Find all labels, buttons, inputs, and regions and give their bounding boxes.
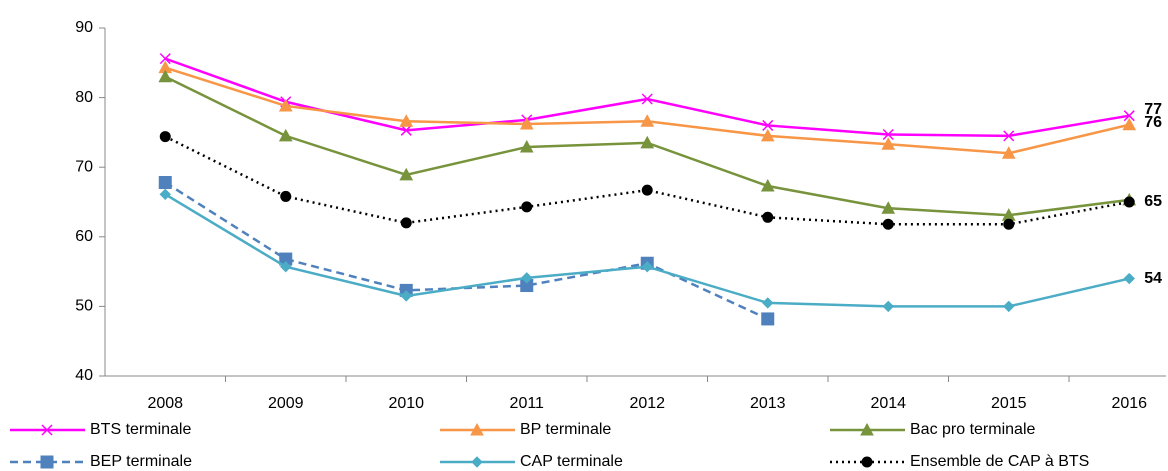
x-tick-label: 2013 xyxy=(750,395,786,412)
y-tick-label: 50 xyxy=(75,298,93,315)
data-point xyxy=(760,178,775,192)
legend-marker xyxy=(860,422,874,436)
data-point xyxy=(882,218,894,230)
data-point xyxy=(640,114,655,127)
data-point xyxy=(641,184,653,196)
data-point xyxy=(640,135,655,149)
data-label: 54 xyxy=(1144,270,1162,287)
data-point xyxy=(641,93,653,105)
data-point xyxy=(762,211,774,223)
legend-label: CAP terminale xyxy=(520,453,623,470)
x-tick-label: 2012 xyxy=(629,395,665,412)
data-point xyxy=(1003,218,1015,230)
series-line xyxy=(164,135,1130,226)
legend-marker xyxy=(40,455,54,469)
data-point xyxy=(761,312,775,326)
data-point xyxy=(278,98,293,112)
y-tick-label: 70 xyxy=(75,158,93,175)
data-point xyxy=(760,128,775,142)
data-point xyxy=(762,119,774,131)
data-point xyxy=(158,69,173,83)
data-point xyxy=(1003,130,1015,142)
legend-marker xyxy=(41,424,53,436)
data-point xyxy=(881,201,896,214)
data-point xyxy=(762,297,774,309)
x-tick-label: 2010 xyxy=(388,395,424,412)
data-point xyxy=(519,139,534,153)
x-tick-label: 2015 xyxy=(991,395,1027,412)
x-tick-label: 2008 xyxy=(147,395,183,412)
data-point xyxy=(1123,196,1135,208)
legend-marker xyxy=(861,456,873,468)
data-point xyxy=(400,290,412,302)
y-tick-label: 90 xyxy=(75,19,93,36)
data-label: 77 xyxy=(1144,101,1162,118)
data-point xyxy=(400,217,412,229)
data-point xyxy=(1122,117,1137,131)
legend-label: Ensemble de CAP à BTS xyxy=(910,453,1089,470)
data-point xyxy=(1123,110,1135,122)
legend-label: Bac pro terminale xyxy=(910,421,1035,438)
x-tick-label: 2009 xyxy=(268,395,304,412)
data-point xyxy=(278,128,293,142)
data-point xyxy=(882,128,894,141)
x-tick-label: 2011 xyxy=(510,395,545,412)
legend-label: BTS terminale xyxy=(90,421,191,438)
series-line xyxy=(164,181,769,321)
data-point xyxy=(159,131,171,143)
data-point xyxy=(158,176,172,190)
data-label: 65 xyxy=(1144,193,1162,210)
series-line xyxy=(164,193,1130,308)
data-point xyxy=(1123,272,1135,285)
legend-marker xyxy=(470,422,484,436)
x-tick-label: 2014 xyxy=(870,395,906,412)
x-tick-label: 2016 xyxy=(1111,395,1147,412)
legend-marker xyxy=(471,456,483,468)
data-label: 76 xyxy=(1144,114,1162,131)
data-point xyxy=(399,114,414,127)
y-tick-label: 40 xyxy=(75,367,93,384)
data-point xyxy=(882,300,894,313)
data-point xyxy=(1001,146,1016,159)
data-point xyxy=(641,261,653,273)
data-point xyxy=(521,201,533,213)
legend-label: BEP terminale xyxy=(90,453,192,470)
legend-label: BP terminale xyxy=(520,421,611,438)
data-point xyxy=(159,188,171,201)
data-point xyxy=(519,117,534,130)
data-point xyxy=(280,261,292,273)
y-tick-label: 60 xyxy=(75,228,93,245)
y-tick-label: 80 xyxy=(75,89,93,106)
data-point xyxy=(280,190,292,202)
data-point xyxy=(881,137,896,150)
data-point xyxy=(1003,300,1015,313)
data-point xyxy=(400,124,412,136)
data-point xyxy=(399,167,414,181)
data-point xyxy=(521,272,533,284)
data-point xyxy=(159,53,171,65)
